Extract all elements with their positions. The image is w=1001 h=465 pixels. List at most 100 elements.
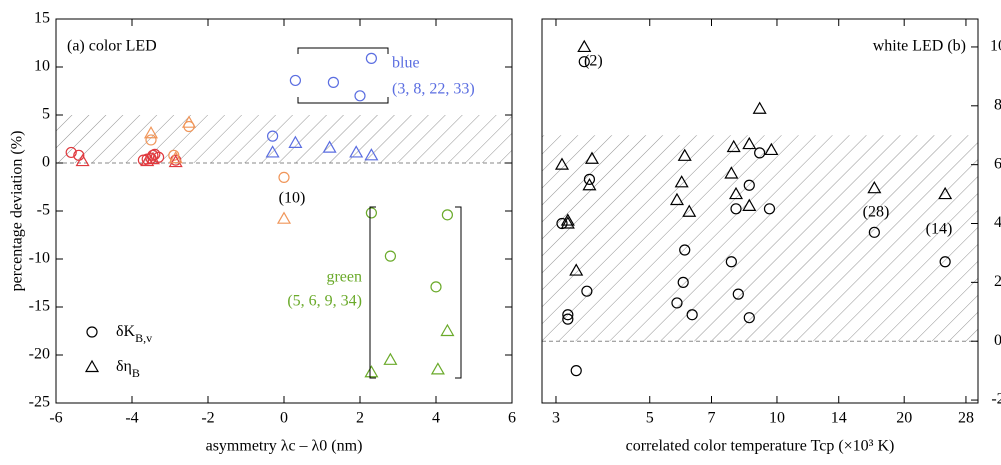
point xyxy=(267,130,279,142)
x-tick-label: 14 xyxy=(831,410,847,427)
y-tick-label: -15 xyxy=(29,298,50,315)
point xyxy=(560,216,575,229)
point xyxy=(430,281,442,293)
x-tick-label: 5 xyxy=(646,410,654,427)
x-tick-label: 20 xyxy=(896,410,912,427)
point xyxy=(686,309,698,321)
point xyxy=(677,148,692,161)
point xyxy=(682,204,697,217)
bracket xyxy=(297,97,389,104)
annotation: (2) xyxy=(584,53,603,70)
point xyxy=(939,256,951,268)
y-tick-label: -20 xyxy=(29,346,50,363)
point xyxy=(65,146,77,159)
point xyxy=(349,145,364,158)
annotation: (3, 8, 22, 33) xyxy=(392,81,475,98)
x-tick-label: 28 xyxy=(958,410,974,427)
point xyxy=(86,326,98,338)
annotation: green xyxy=(326,269,362,286)
legend-subscript: B xyxy=(132,366,140,380)
legend-label: δKB,v xyxy=(116,323,152,345)
annotation: (5, 6, 9, 34) xyxy=(287,293,362,310)
y2-tick-label: 4 xyxy=(994,214,1001,231)
point xyxy=(289,74,301,87)
point xyxy=(938,186,953,200)
point xyxy=(581,285,593,297)
point xyxy=(724,166,739,179)
x-tick-label: 6 xyxy=(508,410,516,427)
legend-name: δK xyxy=(116,323,136,340)
point xyxy=(764,142,779,156)
point xyxy=(725,256,737,268)
x-tick-label: 2 xyxy=(356,410,364,427)
legend-subscript: B,v xyxy=(135,331,152,345)
point xyxy=(578,56,590,68)
point xyxy=(679,244,691,256)
y-tick-label: 15 xyxy=(34,10,50,27)
point xyxy=(168,150,183,164)
x-tick-label: 0 xyxy=(280,410,288,427)
bracket xyxy=(455,206,462,379)
annotation: (28) xyxy=(863,204,890,221)
y-tick-label: -5 xyxy=(37,202,50,219)
point xyxy=(168,154,183,168)
point xyxy=(584,151,600,164)
point xyxy=(730,203,742,215)
point xyxy=(73,149,85,161)
y-axis-label: percentage deviation (%) xyxy=(9,131,26,292)
point xyxy=(754,147,766,159)
point xyxy=(383,352,398,365)
legend-name: δη xyxy=(116,358,132,375)
y-tick-label: 0 xyxy=(42,154,50,171)
point xyxy=(354,90,366,102)
y2-tick-label: 8 xyxy=(994,96,1001,113)
x-tick-label: 7 xyxy=(707,410,715,427)
y-tick-label: 5 xyxy=(42,106,50,123)
point xyxy=(75,153,90,167)
legend-label: δηB xyxy=(116,358,140,380)
point xyxy=(364,148,379,161)
point xyxy=(145,151,160,165)
y2-tick-label: 10 xyxy=(990,38,1001,55)
point xyxy=(674,175,689,188)
y2-tick-label: 6 xyxy=(994,155,1001,172)
y-tick-label: -25 xyxy=(29,394,50,411)
point xyxy=(569,263,584,276)
x-axis-label: asymmetry λc – λ0 (nm) xyxy=(206,438,363,455)
point xyxy=(582,178,597,191)
point xyxy=(570,365,582,377)
point xyxy=(278,171,290,183)
point xyxy=(288,135,303,148)
bracket xyxy=(297,47,389,54)
point xyxy=(669,192,685,206)
x-tick-label: -6 xyxy=(49,410,62,427)
point xyxy=(743,312,755,324)
point xyxy=(430,362,445,375)
point xyxy=(440,323,455,337)
bracket xyxy=(369,206,376,379)
point xyxy=(140,153,155,167)
point xyxy=(276,211,292,224)
point xyxy=(742,136,757,150)
annotation: (14) xyxy=(926,221,953,238)
tolerance-band xyxy=(56,115,512,163)
point xyxy=(143,126,159,139)
point xyxy=(583,173,596,185)
annotation: (a) color LED xyxy=(67,38,157,55)
y-tick-label: 10 xyxy=(34,58,50,75)
point xyxy=(384,250,396,262)
point xyxy=(728,186,744,200)
annotation: white LED (b) xyxy=(873,38,966,55)
x-tick-label: -4 xyxy=(125,410,138,427)
annotation: (10) xyxy=(279,190,306,207)
x-tick-label: 3 xyxy=(552,410,560,427)
point xyxy=(577,39,592,53)
tolerance-band xyxy=(542,135,978,342)
point xyxy=(726,139,741,153)
point xyxy=(743,179,755,191)
x-tick-label: 4 xyxy=(432,410,440,427)
point xyxy=(554,157,570,170)
point xyxy=(868,226,880,238)
plot-frame xyxy=(541,18,979,404)
